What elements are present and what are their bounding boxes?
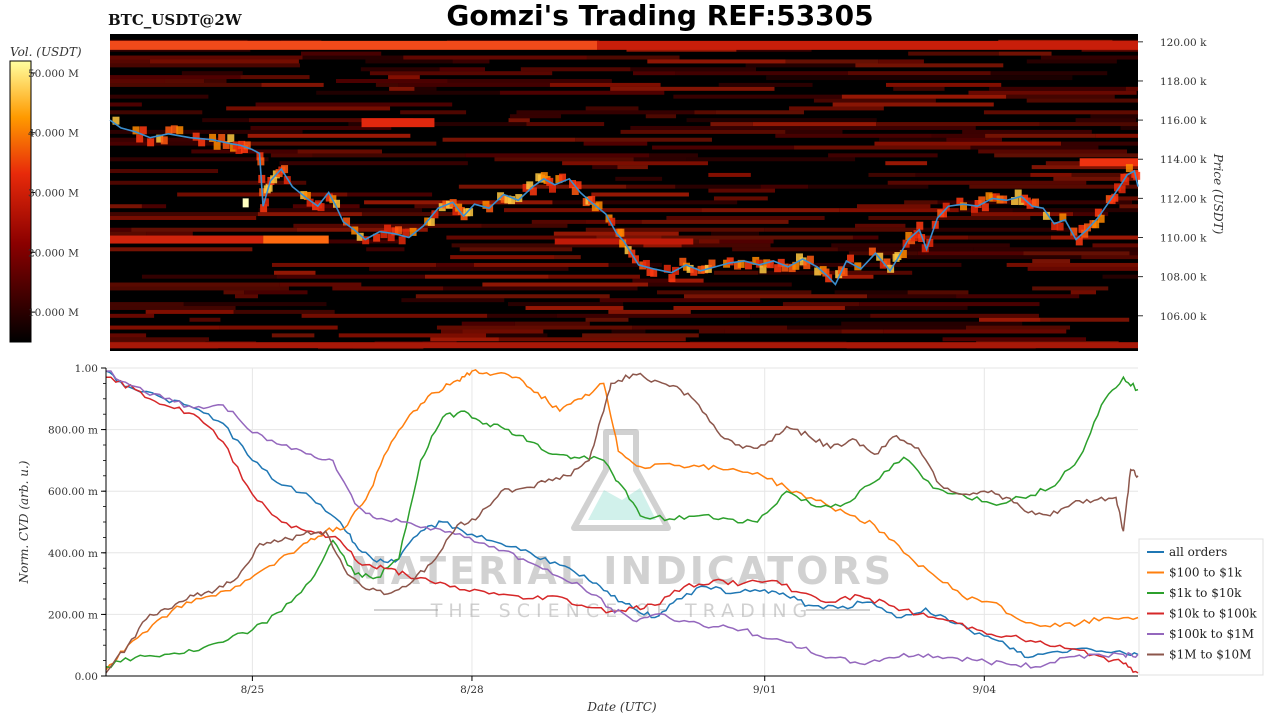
price-tick-label: 108.00 k [1160, 272, 1207, 284]
cvd-x-tick-label: 9/04 [973, 684, 997, 696]
cvd-y-tick-label: 600.00 m [48, 486, 98, 498]
price-tick-label: 120.00 k [1160, 37, 1207, 49]
cvd-series-line [105, 370, 1139, 669]
colorbar-label: Vol. (USDT) [10, 45, 82, 59]
cvd-plot-area [106, 368, 1138, 676]
cvd-series-line [105, 372, 1139, 674]
watermark: MATERIAL INDICATORS THE SCIENCE OF TRADI… [350, 429, 894, 622]
price-tick-label: 106.00 k [1160, 311, 1207, 323]
cvd-series-line [105, 370, 1139, 659]
cvd-series-line [105, 375, 1139, 669]
price-tick-label: 118.00 k [1160, 76, 1207, 88]
legend-entry: $10k to $100k [1169, 607, 1257, 621]
cvd-series-lines [105, 368, 1139, 674]
chart-title: Gomzi's Trading REF:53305 [446, 0, 873, 32]
price-tick-label: 114.00 k [1160, 154, 1207, 166]
colorbar-tick-label: 20.000 M [28, 247, 79, 259]
cvd-x-ticks: 8/25 8/28 9/01 9/04 [241, 676, 997, 696]
legend-entry: $100 to $1k [1169, 566, 1242, 580]
cvd-y-tick-label: 800.00 m [48, 425, 98, 437]
price-tick-label: 112.00 k [1160, 193, 1207, 205]
cvd-y-tick-label: 400.00 m [48, 548, 98, 560]
cvd-y-axis-label: Norm. CVD (arb. u.) [17, 460, 31, 584]
cvd-x-tick-label: 9/01 [753, 684, 777, 696]
colorbar-tick-label: 30.000 M [28, 188, 79, 200]
pair-label: BTC_USDT@2W [108, 11, 243, 29]
cvd-y-tick-label: 0.00 [75, 671, 98, 683]
colorbar-tick-label: 10.000 M [28, 307, 79, 319]
price-axis-label: Price (USDT) [1211, 153, 1225, 235]
colorbar-tick-label: 40.000 M [28, 128, 79, 140]
legend: all orders $100 to $1k $1k to $10k $10k to … [1138, 538, 1264, 676]
heatmap-panel: 106.00 k 108.00 k 110.00 k 112.00 k 114.00 k… [109, 34, 1225, 351]
cvd-series-line [106, 376, 1139, 674]
cvd-series-line [105, 368, 1139, 671]
price-axis: 106.00 k 108.00 k 110.00 k 112.00 k 114.00 k… [1138, 37, 1207, 323]
price-line [109, 119, 1139, 286]
legend-entry: $1k to $10k [1169, 586, 1242, 600]
cvd-y-tick-label: 1.00 [75, 363, 98, 375]
cvd-y-ticks: 0.00 200.00 m 400.00 m 600.00 m 800.00 m 1.00 [48, 363, 106, 683]
cvd-panel: MATERIAL INDICATORS THE SCIENCE OF TRADI… [17, 363, 1264, 714]
legend-box [1138, 538, 1264, 676]
cvd-x-axis-label: Date (UTC) [586, 700, 656, 714]
legend-entry: $100k to $1M [1169, 627, 1254, 641]
liquidity-bands [110, 39, 1138, 350]
legend-entry: all orders [1169, 545, 1227, 559]
cvd-x-tick-label: 8/25 [241, 684, 265, 696]
colorbar-tick-label: 50.000 M [28, 68, 79, 80]
price-tick-label: 110.00 k [1160, 233, 1207, 245]
colorbar-gradient [9, 60, 32, 343]
cvd-y-tick-label: 200.00 m [48, 609, 98, 621]
watermark-line1: MATERIAL INDICATORS [350, 549, 894, 593]
colorbar: Vol. (USDT) 10.000 M 20.000 M 30.000 M 40.0… [9, 45, 82, 343]
cvd-x-tick-label: 8/28 [460, 684, 484, 696]
legend-entry: $1M to $10M [1169, 648, 1251, 662]
price-tick-label: 116.00 k [1160, 115, 1207, 127]
